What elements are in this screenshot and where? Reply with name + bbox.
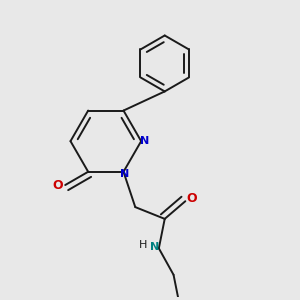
Text: H: H [139,240,147,250]
Text: O: O [187,192,197,206]
Text: O: O [52,178,63,191]
Text: N: N [140,136,149,146]
Text: N: N [120,169,130,179]
Text: N: N [150,242,159,252]
